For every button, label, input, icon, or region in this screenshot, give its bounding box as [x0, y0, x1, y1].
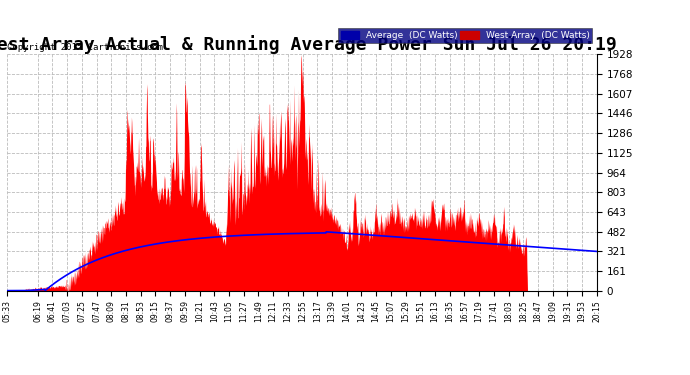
Legend: Average  (DC Watts), West Array  (DC Watts): Average (DC Watts), West Array (DC Watts…: [338, 28, 592, 43]
Text: Copyright 2015 Cartronics.com: Copyright 2015 Cartronics.com: [7, 43, 163, 52]
Title: West Array Actual & Running Average Power Sun Jul 26 20:19: West Array Actual & Running Average Powe…: [0, 35, 618, 54]
